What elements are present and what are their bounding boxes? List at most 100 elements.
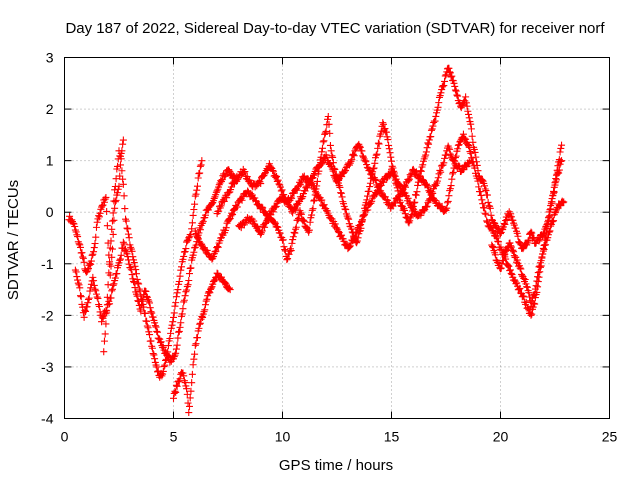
data-point: [150, 351, 158, 359]
data-point: [446, 68, 454, 76]
data-point: [284, 199, 292, 207]
data-point: [454, 145, 462, 153]
data-point: [128, 271, 136, 279]
data-point: [340, 237, 348, 245]
x-tick-label: 0: [61, 429, 69, 445]
data-point: [171, 302, 179, 310]
data-point: [519, 292, 527, 300]
data-point: [547, 205, 555, 213]
data-point: [460, 166, 468, 174]
data-point: [81, 306, 89, 314]
data-point: [527, 302, 535, 310]
data-point: [103, 207, 111, 215]
data-point: [83, 268, 91, 276]
data-point: [525, 289, 533, 297]
data-point: [221, 279, 229, 287]
data-point: [172, 299, 180, 307]
data-point: [107, 237, 115, 245]
data-point: [395, 181, 403, 189]
data-point: [229, 206, 237, 214]
data-point: [188, 370, 196, 378]
data-point: [176, 272, 184, 280]
data-point: [487, 211, 495, 219]
data-point: [106, 258, 114, 266]
data-point: [293, 201, 301, 209]
data-point: [406, 198, 414, 206]
data-point: [137, 292, 145, 300]
data-point: [171, 387, 179, 395]
data-point: [83, 303, 91, 311]
data-point: [464, 107, 472, 115]
data-point: [423, 144, 431, 152]
data-point: [234, 175, 242, 183]
data-point: [438, 202, 446, 210]
data-point: [552, 176, 560, 184]
data-point: [381, 125, 389, 133]
data-point: [420, 207, 428, 215]
data-point: [261, 223, 269, 231]
data-point: [100, 348, 108, 356]
data-point: [132, 266, 140, 274]
data-point: [257, 180, 265, 188]
data-point: [405, 177, 413, 185]
data-point: [558, 157, 566, 165]
data-point: [185, 409, 193, 417]
data-point: [322, 127, 330, 135]
data-point: [423, 202, 431, 210]
data-point: [119, 136, 127, 144]
data-point: [111, 198, 119, 206]
data-point: [435, 170, 443, 178]
data-point: [328, 152, 336, 160]
data-point: [284, 255, 292, 263]
data-point: [528, 294, 536, 302]
data-point: [517, 265, 525, 273]
data-point: [188, 225, 196, 233]
data-point: [390, 171, 398, 179]
data-point: [427, 126, 435, 134]
x-tick-label: 25: [602, 429, 618, 445]
data-point: [497, 264, 505, 272]
data-point: [547, 222, 555, 230]
data-point: [238, 196, 246, 204]
data-point: [425, 140, 433, 148]
data-point: [430, 119, 438, 127]
data-point: [344, 214, 352, 222]
data-point: [389, 164, 397, 172]
data-point: [479, 200, 487, 208]
data-point: [76, 292, 84, 300]
data-point: [226, 286, 234, 294]
data-point: [274, 223, 282, 231]
data-point: [466, 148, 474, 156]
data-point: [446, 69, 454, 77]
data-point: [181, 292, 189, 300]
data-point: [116, 256, 124, 264]
data-point: [405, 175, 413, 183]
data-point: [477, 191, 485, 199]
data-point: [481, 185, 489, 193]
data-point: [374, 183, 382, 191]
data-point: [536, 262, 544, 270]
data-point: [447, 73, 455, 81]
data-point: [193, 186, 201, 194]
data-point: [187, 387, 195, 395]
data-point: [388, 157, 395, 165]
data-point: [447, 182, 455, 190]
data-point: [138, 295, 146, 303]
data-point: [459, 130, 467, 138]
data-point: [527, 228, 535, 236]
data-point: [134, 279, 142, 287]
data-point: [252, 197, 260, 205]
data-point: [261, 219, 269, 227]
data-point: [131, 262, 139, 270]
data-point: [341, 167, 349, 175]
data-point: [465, 110, 473, 118]
data-point: [419, 161, 427, 169]
data-point: [89, 273, 97, 281]
data-point: [345, 243, 353, 251]
data-point: [124, 230, 132, 238]
data-point: [528, 229, 536, 237]
data-point: [285, 250, 293, 258]
data-point: [186, 394, 194, 402]
data-point: [308, 174, 316, 182]
data-point: [173, 382, 181, 390]
